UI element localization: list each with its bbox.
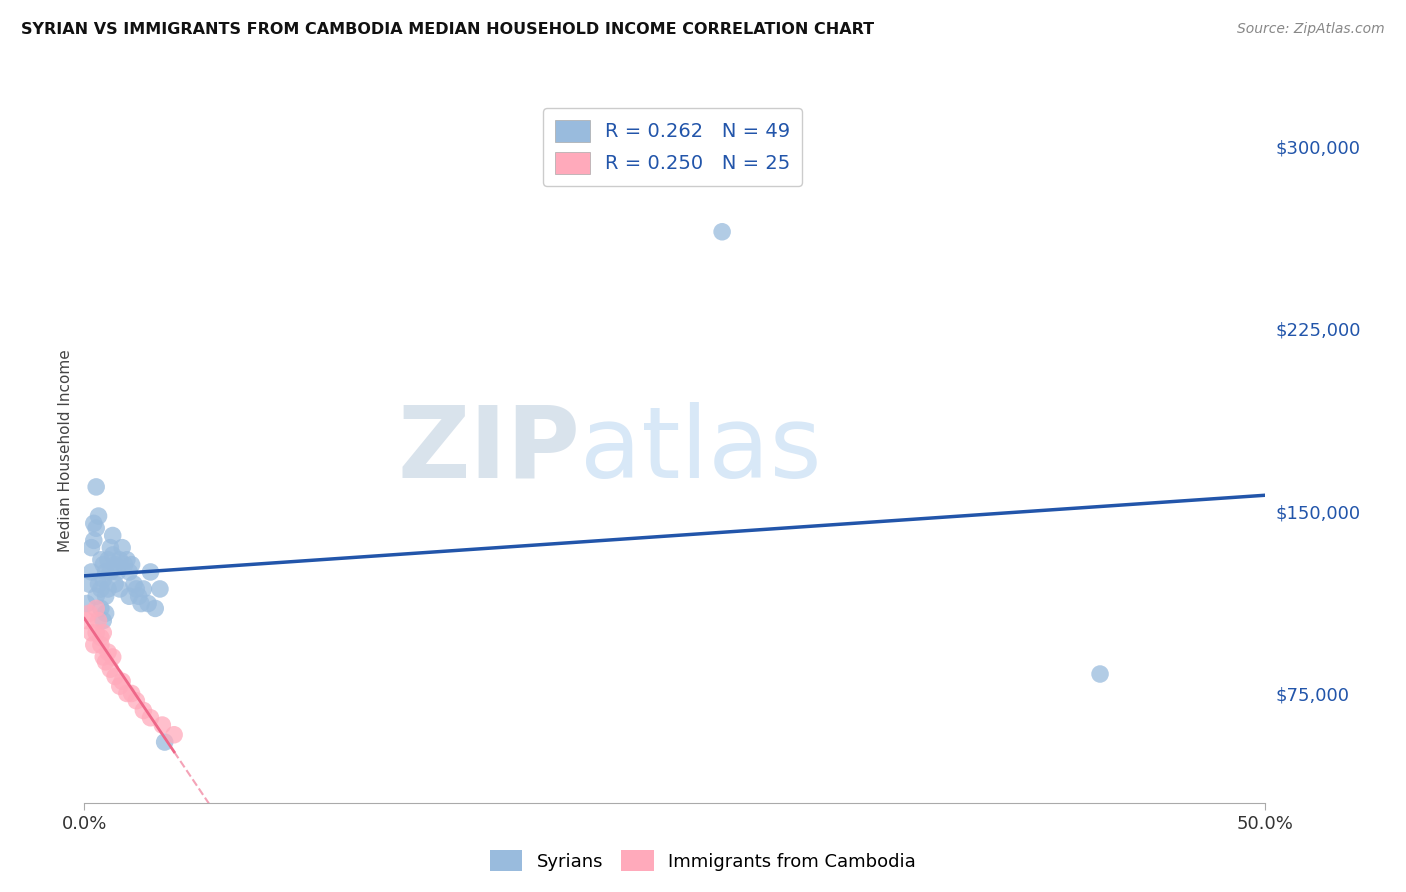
- Text: atlas: atlas: [581, 402, 823, 499]
- Point: [107, 565, 129, 579]
- Point: [94, 655, 117, 669]
- Point: [87, 509, 110, 524]
- Point: [84, 521, 107, 535]
- Point: [149, 582, 172, 596]
- Point: [115, 686, 138, 700]
- Point: [118, 589, 141, 603]
- Point: [104, 558, 127, 572]
- Point: [150, 718, 173, 732]
- Point: [104, 669, 127, 683]
- Point: [121, 686, 143, 700]
- Point: [80, 625, 103, 640]
- Point: [101, 548, 124, 562]
- Point: [98, 541, 121, 555]
- Point: [108, 679, 131, 693]
- Point: [87, 577, 110, 591]
- Point: [111, 541, 134, 555]
- Point: [101, 650, 124, 665]
- Point: [97, 645, 120, 659]
- Point: [125, 694, 148, 708]
- Point: [76, 614, 98, 628]
- Point: [80, 565, 103, 579]
- Point: [122, 577, 145, 591]
- Point: [83, 516, 105, 531]
- Point: [132, 703, 155, 717]
- Point: [101, 528, 124, 542]
- Point: [83, 638, 105, 652]
- Point: [1088, 667, 1111, 681]
- Point: [90, 601, 112, 615]
- Point: [77, 607, 100, 621]
- Point: [163, 728, 186, 742]
- Point: [91, 625, 114, 640]
- Point: [98, 565, 121, 579]
- Point: [84, 625, 107, 640]
- Point: [90, 638, 112, 652]
- Point: [91, 572, 114, 586]
- Point: [711, 225, 734, 239]
- Point: [90, 582, 112, 596]
- Point: [80, 541, 103, 555]
- Point: [94, 607, 117, 621]
- Legend: R = 0.262   N = 49, R = 0.250   N = 25: R = 0.262 N = 49, R = 0.250 N = 25: [543, 108, 801, 186]
- Point: [97, 582, 120, 596]
- Point: [77, 577, 100, 591]
- Point: [132, 582, 155, 596]
- Point: [90, 631, 112, 645]
- Point: [97, 553, 120, 567]
- Point: [115, 553, 138, 567]
- Point: [153, 735, 176, 749]
- Text: ZIP: ZIP: [398, 402, 581, 499]
- Text: SYRIAN VS IMMIGRANTS FROM CAMBODIA MEDIAN HOUSEHOLD INCOME CORRELATION CHART: SYRIAN VS IMMIGRANTS FROM CAMBODIA MEDIA…: [21, 22, 875, 37]
- Point: [128, 589, 150, 603]
- Point: [98, 662, 121, 676]
- Point: [139, 565, 162, 579]
- Point: [91, 558, 114, 572]
- Point: [87, 614, 110, 628]
- Point: [84, 589, 107, 603]
- Point: [104, 577, 127, 591]
- Point: [114, 558, 136, 572]
- Point: [118, 565, 141, 579]
- Point: [129, 597, 152, 611]
- Point: [90, 553, 112, 567]
- Point: [143, 601, 166, 615]
- Point: [139, 711, 162, 725]
- Legend: Syrians, Immigrants from Cambodia: Syrians, Immigrants from Cambodia: [482, 843, 924, 879]
- Point: [84, 601, 107, 615]
- Point: [94, 565, 117, 579]
- Text: Source: ZipAtlas.com: Source: ZipAtlas.com: [1237, 22, 1385, 37]
- Point: [84, 480, 107, 494]
- Point: [111, 674, 134, 689]
- Point: [83, 533, 105, 548]
- Point: [94, 589, 117, 603]
- Point: [136, 597, 159, 611]
- Point: [108, 553, 131, 567]
- Point: [125, 582, 148, 596]
- Y-axis label: Median Household Income: Median Household Income: [58, 349, 73, 552]
- Point: [91, 650, 114, 665]
- Point: [121, 558, 143, 572]
- Point: [76, 597, 98, 611]
- Point: [108, 582, 131, 596]
- Point: [91, 614, 114, 628]
